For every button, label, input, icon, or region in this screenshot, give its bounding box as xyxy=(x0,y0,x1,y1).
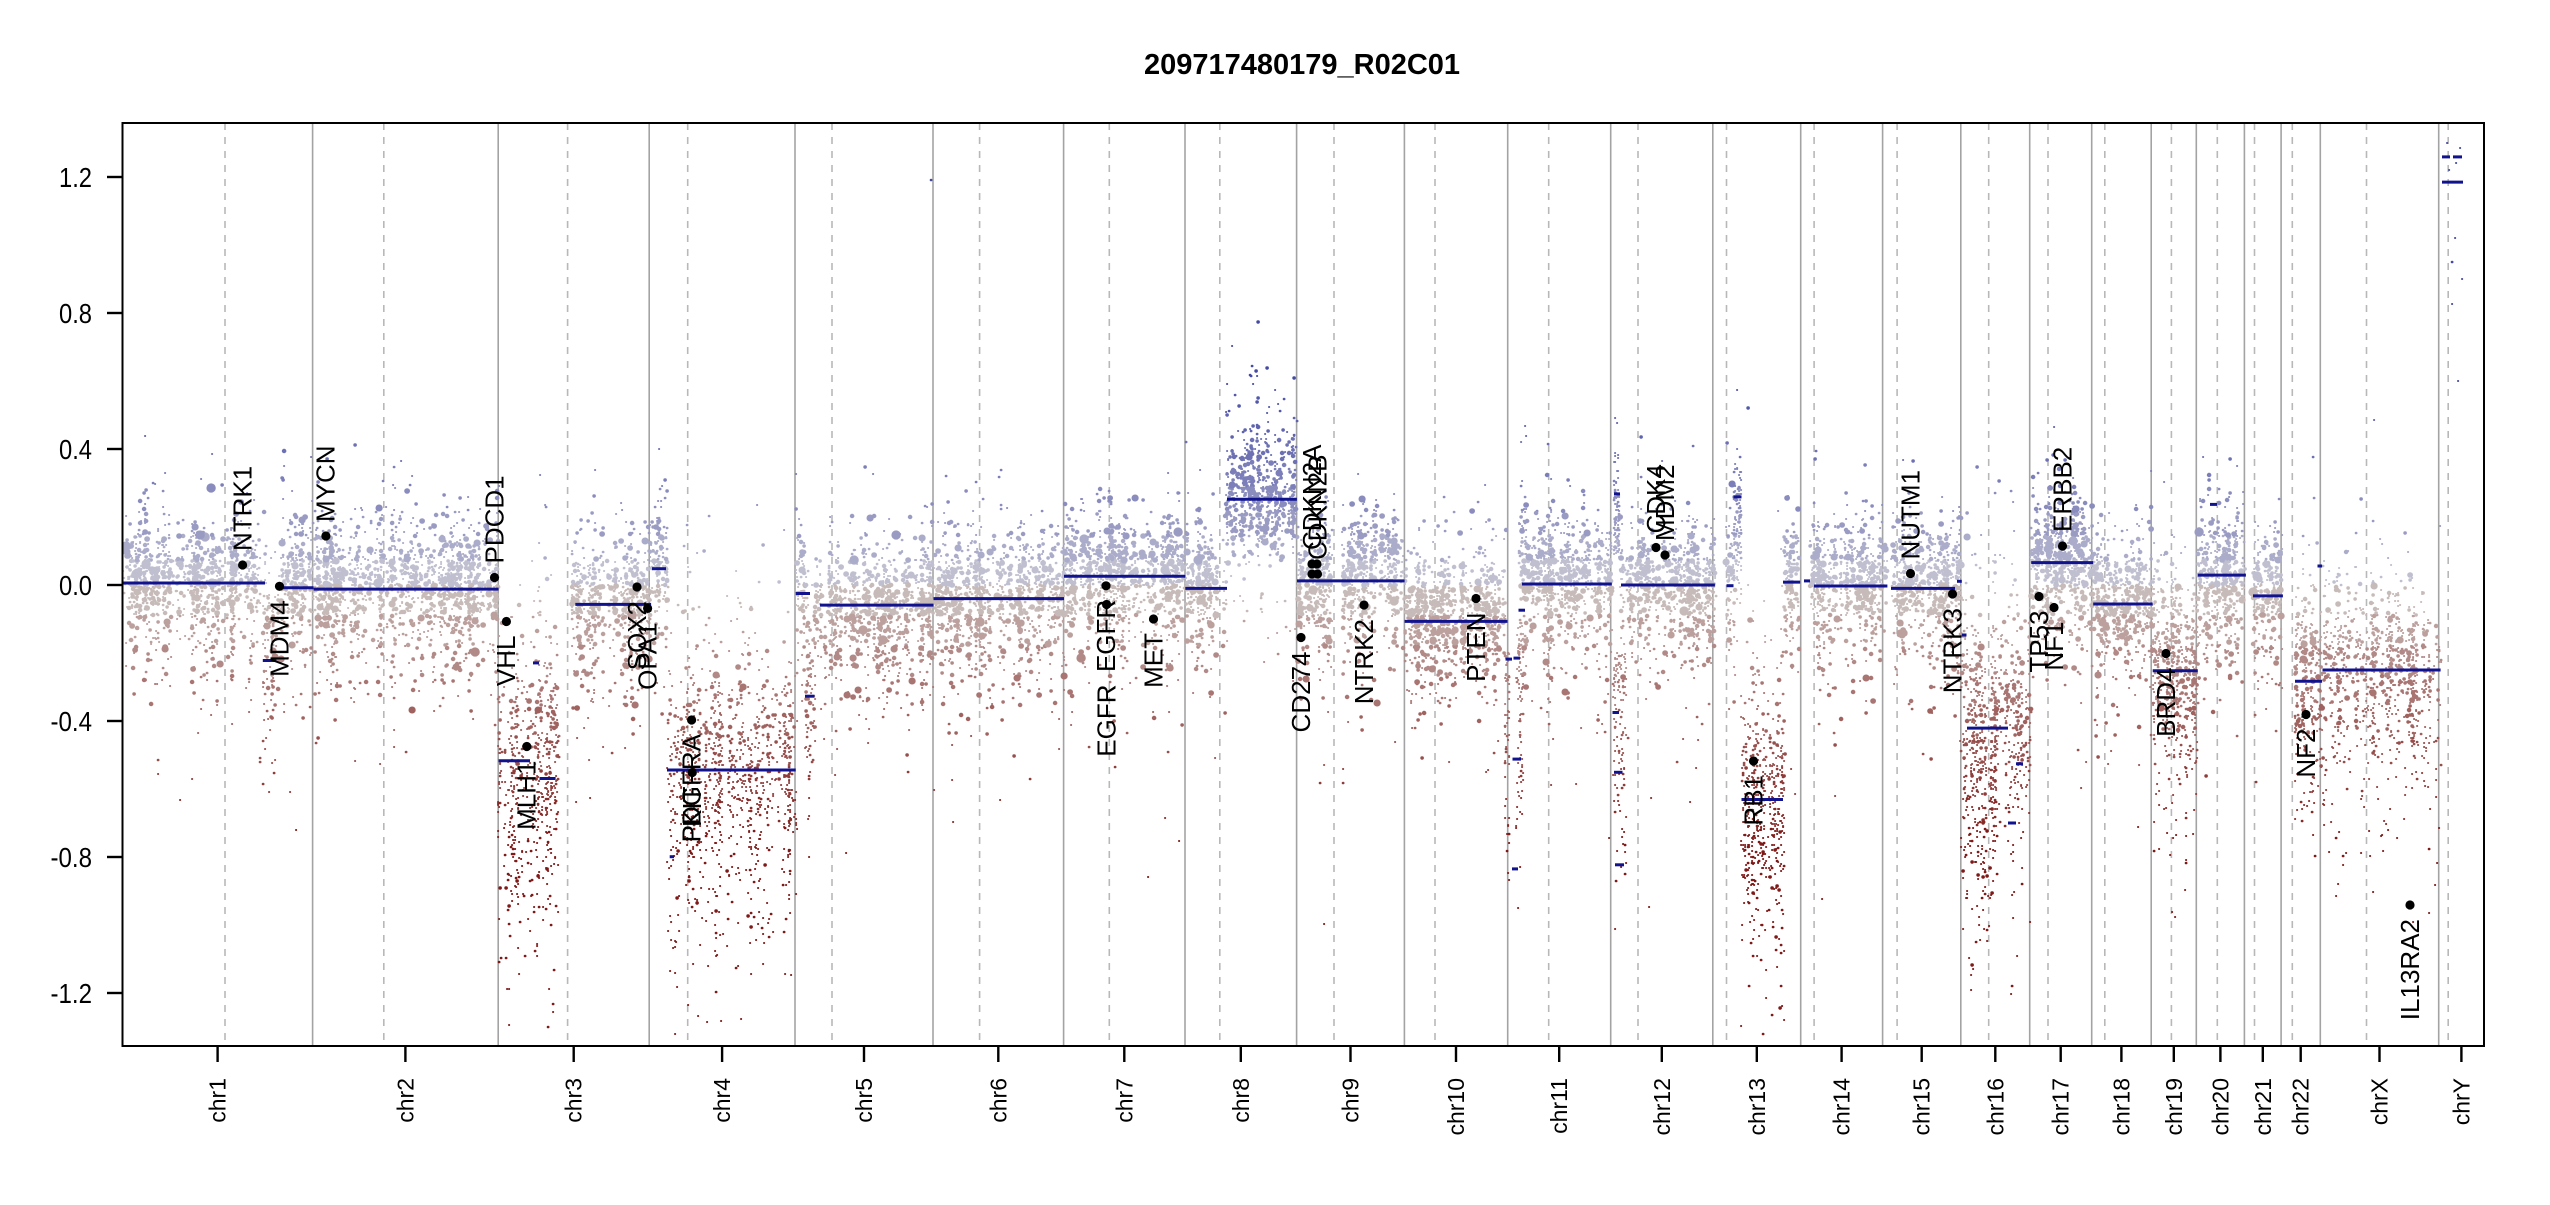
svg-text:MDM4: MDM4 xyxy=(264,600,294,677)
svg-text:TP53: TP53 xyxy=(2024,611,2054,673)
svg-text:NF1: NF1 xyxy=(2039,622,2069,671)
svg-text:209717480179_R02C01: 209717480179_R02C01 xyxy=(1144,49,1460,81)
svg-text:chr22: chr22 xyxy=(2288,1078,2314,1136)
svg-text:PDGFRA: PDGFRA xyxy=(676,733,706,842)
svg-text:chr16: chr16 xyxy=(1982,1078,2008,1136)
svg-text:MDM2: MDM2 xyxy=(1650,464,1680,541)
svg-text:CDK4: CDK4 xyxy=(1641,464,1671,533)
svg-text:-1.2: -1.2 xyxy=(51,978,93,1009)
svg-text:chr3: chr3 xyxy=(561,1078,587,1123)
svg-text:CDKN2B: CDKN2B xyxy=(1302,455,1332,560)
svg-text:KIT: KIT xyxy=(677,786,707,827)
svg-text:chr11: chr11 xyxy=(1546,1078,1572,1134)
svg-text:-0.4: -0.4 xyxy=(51,706,93,737)
svg-text:-0.8: -0.8 xyxy=(51,842,93,873)
svg-text:0.4: 0.4 xyxy=(59,434,92,465)
svg-text:chrY: chrY xyxy=(2448,1078,2474,1125)
svg-text:chr7: chr7 xyxy=(1111,1078,1137,1123)
svg-text:NUTM1: NUTM1 xyxy=(1895,470,1925,560)
svg-text:PTEN: PTEN xyxy=(1461,613,1491,682)
svg-text:chr9: chr9 xyxy=(1338,1078,1364,1123)
svg-text:MYCN: MYCN xyxy=(311,445,341,522)
svg-text:NTRK2: NTRK2 xyxy=(1349,619,1379,704)
svg-text:IL13RA2: IL13RA2 xyxy=(2395,919,2425,1020)
svg-text:chr19: chr19 xyxy=(2161,1078,2187,1136)
svg-text:chr21: chr21 xyxy=(2250,1078,2276,1136)
svg-text:chr4: chr4 xyxy=(709,1078,735,1123)
svg-text:RB1: RB1 xyxy=(1738,775,1768,826)
svg-text:chr10: chr10 xyxy=(1443,1078,1469,1136)
svg-text:chr15: chr15 xyxy=(1909,1078,1935,1136)
svg-text:chr18: chr18 xyxy=(2108,1078,2134,1136)
svg-text:1.2: 1.2 xyxy=(59,162,92,193)
svg-text:NTRK3: NTRK3 xyxy=(1937,608,1967,693)
svg-text:chr12: chr12 xyxy=(1649,1078,1675,1136)
svg-text:EGFR: EGFR xyxy=(1091,685,1121,757)
svg-text:NF2: NF2 xyxy=(2291,729,2321,778)
svg-text:ERBB2: ERBB2 xyxy=(2047,447,2077,532)
svg-text:VHL: VHL xyxy=(491,636,521,687)
svg-text:chr8: chr8 xyxy=(1228,1078,1254,1123)
svg-text:chr1: chr1 xyxy=(205,1078,231,1123)
svg-text:chr5: chr5 xyxy=(851,1078,877,1123)
svg-text:OPA1: OPA1 xyxy=(632,622,662,689)
svg-text:0.0: 0.0 xyxy=(59,570,92,601)
svg-text:chr6: chr6 xyxy=(985,1078,1011,1123)
svg-text:NTRK1: NTRK1 xyxy=(227,466,257,551)
svg-text:EGFR: EGFR xyxy=(1091,600,1121,672)
svg-text:CDKN2A: CDKN2A xyxy=(1297,444,1327,550)
svg-text:0.8: 0.8 xyxy=(59,298,92,329)
svg-text:chr17: chr17 xyxy=(2048,1078,2074,1136)
svg-text:chr13: chr13 xyxy=(1744,1078,1770,1136)
svg-text:MET: MET xyxy=(1138,633,1168,688)
svg-text:MLH1: MLH1 xyxy=(512,761,542,830)
svg-text:chrX: chrX xyxy=(2367,1078,2393,1125)
svg-text:chr20: chr20 xyxy=(2207,1078,2233,1136)
svg-text:PDCD1: PDCD1 xyxy=(479,475,509,563)
svg-text:chr14: chr14 xyxy=(1829,1078,1855,1136)
svg-text:BRD4: BRD4 xyxy=(2151,668,2181,737)
svg-text:chr2: chr2 xyxy=(392,1078,418,1123)
svg-text:CD274: CD274 xyxy=(1286,652,1316,733)
